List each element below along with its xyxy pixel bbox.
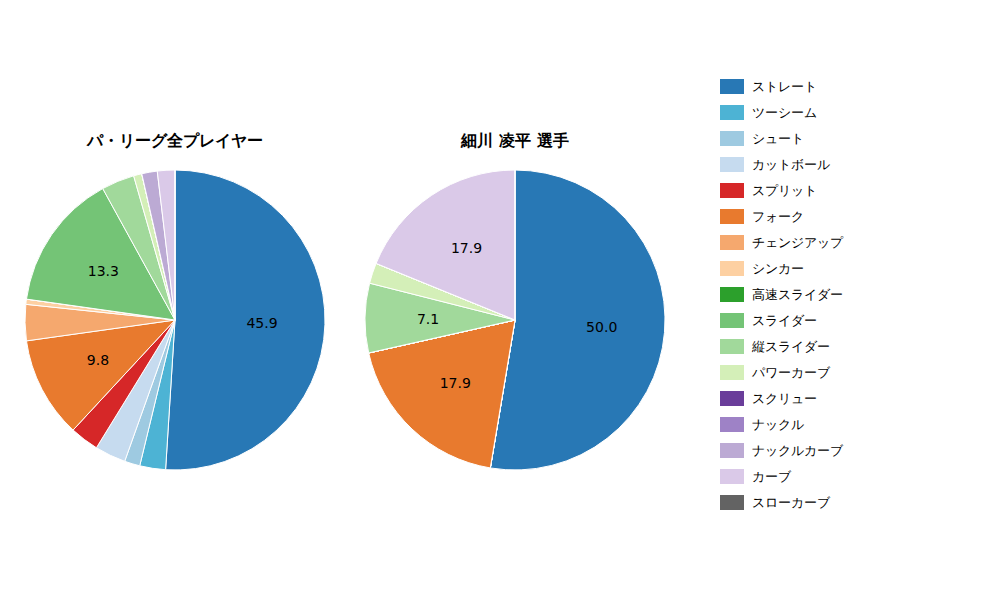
slice <box>515 170 516 320</box>
pie: 50.0 17.9 7.1 17.9 <box>365 170 665 470</box>
legend-item: パワーカーブ <box>720 365 831 380</box>
legend-item: ストレート <box>720 79 817 94</box>
legend-label: ナックル <box>752 417 804 432</box>
legend-item: チェンジアップ <box>720 235 844 250</box>
slice <box>490 170 665 470</box>
chart: 45.9 9.8 13.3 パ・リーグ全プレイヤー 50.0 17.9 7.1 17.9 細川 … <box>0 0 1000 600</box>
legend-label: ストレート <box>752 79 817 94</box>
legend-item: ナックルカーブ <box>720 443 844 458</box>
legend-label: スクリュー <box>752 391 817 406</box>
data-labels: 50.0 17.9 7.1 17.9 <box>417 240 617 391</box>
legend-swatch <box>720 157 744 172</box>
legend-label: スローカーブ <box>752 495 831 510</box>
legend-item: スプリット <box>720 183 817 198</box>
data-labels: 45.9 9.8 13.3 <box>87 263 278 369</box>
slice <box>376 170 515 320</box>
legend-item: 縦スライダー <box>720 339 830 354</box>
legend-label: ツーシーム <box>752 105 817 120</box>
legend-label: ナックルカーブ <box>752 443 844 458</box>
legend-swatch <box>720 105 744 120</box>
legend-item: スライダー <box>720 313 817 328</box>
legend-swatch <box>720 365 744 380</box>
legend-item: カーブ <box>720 469 792 484</box>
legend-swatch <box>720 183 744 198</box>
pie: 45.9 9.8 13.3 <box>25 170 325 470</box>
legend-item: シンカー <box>720 261 804 276</box>
legend-swatch <box>720 443 744 458</box>
legend-swatch <box>720 261 744 276</box>
data-label: 17.9 <box>451 240 482 256</box>
legend-label: パワーカーブ <box>751 365 831 380</box>
legend-swatch <box>720 313 744 328</box>
slice <box>166 170 325 470</box>
legend-label: スプリット <box>752 183 817 198</box>
legend-swatch <box>720 495 744 510</box>
legend-swatch <box>720 339 744 354</box>
legend-item: ツーシーム <box>720 105 817 120</box>
legend-swatch <box>720 235 744 250</box>
legend: ストレートツーシームシュートカットボールスプリットフォークチェンジアップシンカー… <box>720 79 844 510</box>
legend-item: スローカーブ <box>720 495 831 510</box>
legend-item: フォーク <box>720 209 804 224</box>
legend-swatch <box>720 287 744 302</box>
data-label: 9.8 <box>87 352 109 368</box>
legend-label: フォーク <box>752 209 804 224</box>
legend-label: カーブ <box>752 469 792 484</box>
legend-label: 高速スライダー <box>752 287 843 302</box>
legend-label: 縦スライダー <box>751 339 830 354</box>
legend-label: シンカー <box>752 261 804 276</box>
data-label: 7.1 <box>417 311 439 327</box>
legend-label: チェンジアップ <box>752 235 844 250</box>
legend-swatch <box>720 391 744 406</box>
slice <box>157 170 175 320</box>
legend-item: カットボール <box>720 157 830 172</box>
legend-item: ナックル <box>720 417 804 432</box>
slices <box>365 170 665 470</box>
legend-swatch <box>720 209 744 224</box>
legend-item: スクリュー <box>720 391 817 406</box>
data-label: 13.3 <box>88 263 119 279</box>
data-label: 17.9 <box>440 375 471 391</box>
data-label: 50.0 <box>586 319 617 335</box>
legend-swatch <box>720 417 744 432</box>
legend-label: シュート <box>752 131 804 146</box>
legend-item: シュート <box>720 131 804 146</box>
legend-item: 高速スライダー <box>720 287 843 302</box>
legend-swatch <box>720 131 744 146</box>
legend-swatch <box>720 79 744 94</box>
legend-label: スライダー <box>752 313 817 328</box>
legend-swatch <box>720 469 744 484</box>
pie-title: パ・リーグ全プレイヤー <box>86 131 263 150</box>
legend-label: カットボール <box>752 157 830 172</box>
pie-title: 細川 凌平 選手 <box>460 131 568 150</box>
slices <box>25 170 325 470</box>
slice <box>175 170 176 320</box>
chart-container: 45.9 9.8 13.3 パ・リーグ全プレイヤー 50.0 17.9 7.1 17.9 細川 … <box>0 0 1000 600</box>
data-label: 45.9 <box>246 315 277 331</box>
